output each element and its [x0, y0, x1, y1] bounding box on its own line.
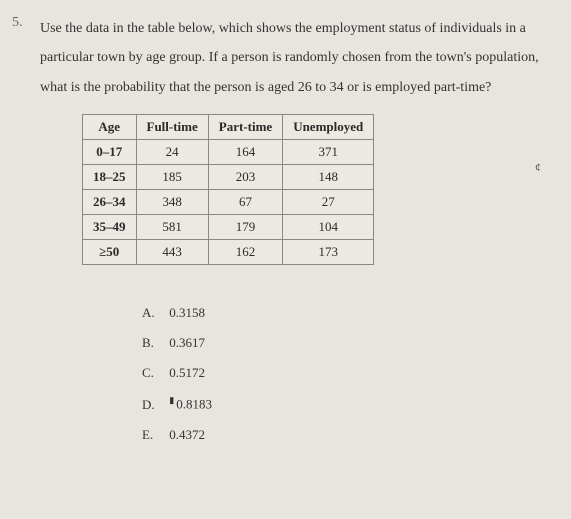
- cursor-icon: ▮: [169, 395, 174, 405]
- cell: 581: [136, 215, 208, 240]
- page-artifact: ¢: [535, 160, 541, 175]
- cell-age: 18–25: [83, 165, 137, 190]
- col-unemployed: Unemployed: [283, 115, 374, 140]
- table-row: ≥50 443 162 173: [83, 240, 374, 265]
- cell: 179: [208, 215, 282, 240]
- table-row: 18–25 185 203 148: [83, 165, 374, 190]
- cell: 24: [136, 140, 208, 165]
- table-row: 26–34 348 67 27: [83, 190, 374, 215]
- answer-c[interactable]: C. 0.5172: [142, 365, 541, 381]
- cell: 348: [136, 190, 208, 215]
- answer-value: 0.4372: [169, 427, 205, 442]
- employment-table: Age Full-time Part-time Unemployed 0–17 …: [82, 114, 374, 265]
- col-fulltime: Full-time: [136, 115, 208, 140]
- question-block: 5. Use the data in the table below, whic…: [12, 14, 541, 102]
- cell: 203: [208, 165, 282, 190]
- answer-letter: A.: [142, 305, 166, 321]
- table-row: 0–17 24 164 371: [83, 140, 374, 165]
- answer-letter: D.: [142, 397, 166, 413]
- cell-age: ≥50: [83, 240, 137, 265]
- answer-letter: B.: [142, 335, 166, 351]
- table-header-row: Age Full-time Part-time Unemployed: [83, 115, 374, 140]
- answer-choices: A. 0.3158 B. 0.3617 C. 0.5172 D. ▮0.8183…: [142, 305, 541, 442]
- table-row: 35–49 581 179 104: [83, 215, 374, 240]
- cell: 371: [283, 140, 374, 165]
- answer-value: 0.5172: [169, 365, 205, 380]
- cell: 443: [136, 240, 208, 265]
- answer-d[interactable]: D. ▮0.8183: [142, 395, 541, 412]
- table-body: 0–17 24 164 371 18–25 185 203 148 26–34 …: [83, 140, 374, 265]
- answer-value: 0.3617: [169, 335, 205, 350]
- cell: 173: [283, 240, 374, 265]
- cell-age: 0–17: [83, 140, 137, 165]
- answer-b[interactable]: B. 0.3617: [142, 335, 541, 351]
- cell-age: 26–34: [83, 190, 137, 215]
- cell: 27: [283, 190, 374, 215]
- question-text: Use the data in the table below, which s…: [40, 14, 541, 102]
- answer-value: 0.3158: [169, 305, 205, 320]
- cell: 104: [283, 215, 374, 240]
- answer-letter: E.: [142, 427, 166, 443]
- cell: 164: [208, 140, 282, 165]
- answer-a[interactable]: A. 0.3158: [142, 305, 541, 321]
- cell: 148: [283, 165, 374, 190]
- data-table-wrap: Age Full-time Part-time Unemployed 0–17 …: [82, 114, 541, 265]
- cell: 67: [208, 190, 282, 215]
- cell-age: 35–49: [83, 215, 137, 240]
- answer-letter: C.: [142, 365, 166, 381]
- col-parttime: Part-time: [208, 115, 282, 140]
- cell: 185: [136, 165, 208, 190]
- answer-value: 0.8183: [176, 397, 212, 412]
- question-number: 5.: [12, 14, 40, 31]
- col-age: Age: [83, 115, 137, 140]
- cell: 162: [208, 240, 282, 265]
- answer-e[interactable]: E. 0.4372: [142, 427, 541, 443]
